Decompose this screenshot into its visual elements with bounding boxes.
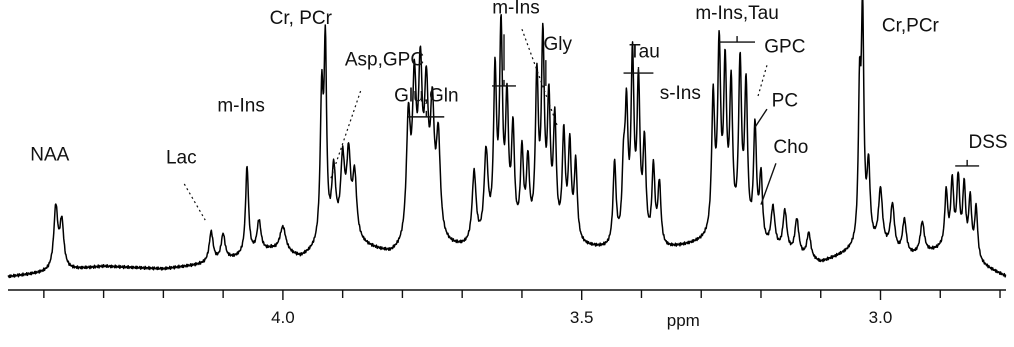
peak-label: m-Ins,Tau — [695, 3, 778, 24]
x-axis: 4.0 3.5 3.0 — [8, 289, 1006, 327]
tick-label: 3.0 — [869, 308, 893, 327]
annotation-leader — [760, 163, 777, 205]
annotation-leader-dotted — [183, 183, 206, 221]
peak-label: Tau — [629, 42, 660, 63]
peak-label: Gly — [544, 34, 573, 55]
annotation-leader-dotted — [521, 28, 559, 128]
annotation-leader-dotted — [757, 65, 768, 97]
x-axis-label: ppm — [667, 311, 700, 330]
peak-label: NAA — [30, 145, 69, 166]
peak-label: m-Ins — [217, 96, 265, 117]
annotation-leader-dotted — [330, 90, 362, 179]
peak-label: Glu,Gln — [394, 85, 458, 106]
peak-label: GPC — [764, 36, 805, 57]
spectrum-trace — [7, 0, 1007, 279]
peak-label: PC — [772, 91, 798, 112]
tick-label: 3.5 — [570, 308, 594, 327]
peak-label: Lac — [166, 147, 197, 168]
peak-label: Cr, PCr — [270, 8, 333, 29]
peak-label: Cr,PCr — [882, 16, 940, 37]
tick-label: 4.0 — [271, 308, 295, 327]
annotation-leader — [754, 108, 768, 128]
peak-label: DSS — [969, 132, 1008, 153]
peak-label: s-Ins — [660, 83, 701, 104]
peak-label: Cho — [773, 137, 808, 158]
peak-label: Asp,GPC — [345, 49, 424, 70]
peak-label: m-Ins — [492, 0, 540, 19]
spectrum-trace-group — [7, 0, 1007, 279]
